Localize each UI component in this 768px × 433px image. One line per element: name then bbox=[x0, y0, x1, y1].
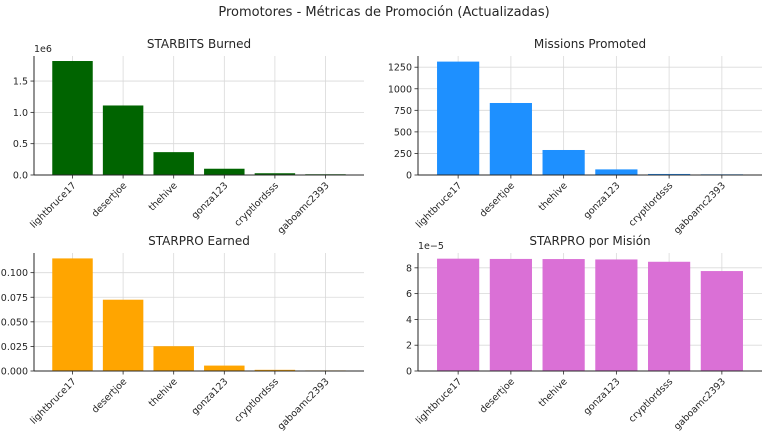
bar-gonza123 bbox=[595, 169, 638, 175]
x-tick-label: lightbruce17 bbox=[414, 180, 464, 230]
bar-desertjoe bbox=[102, 299, 144, 371]
chart-title: STARPRO por Misión bbox=[529, 234, 650, 248]
y-tick-label: 4 bbox=[406, 315, 412, 326]
y-tick-label: 0.100 bbox=[1, 268, 28, 279]
bar-thehive bbox=[153, 346, 194, 371]
chart-title: Missions Promoted bbox=[534, 37, 646, 51]
y-tick-label: 0.075 bbox=[1, 293, 28, 304]
bar-thehive bbox=[542, 149, 585, 175]
x-tick-label: gaboamc2393 bbox=[672, 376, 728, 432]
x-tick-label: cryptlordsss bbox=[627, 376, 676, 425]
x-tick-label: desertjoe bbox=[478, 376, 517, 415]
y-tick-label: 0.025 bbox=[1, 342, 28, 353]
x-tick-label: gonza123 bbox=[582, 376, 623, 417]
x-tick-label: gaboamc2393 bbox=[276, 376, 332, 432]
y-tick-label: 1250 bbox=[388, 63, 412, 74]
y-tick-label: 0.0 bbox=[13, 171, 28, 182]
chart-title: STARBITS Burned bbox=[147, 37, 251, 51]
bar-thehive bbox=[153, 152, 194, 175]
x-tick-label: desertjoe bbox=[90, 180, 129, 219]
bar-cryptlordsss bbox=[254, 369, 296, 371]
bar-lightbruce17 bbox=[52, 258, 93, 371]
bar-lightbruce17 bbox=[52, 61, 93, 175]
bar-cryptlordsss bbox=[648, 173, 691, 175]
x-tick-label: thehive bbox=[147, 376, 180, 409]
x-tick-label: desertjoe bbox=[90, 376, 129, 415]
y-tick-label: 1.0 bbox=[13, 108, 28, 119]
chart-title: STARPRO Earned bbox=[148, 234, 250, 248]
bar-cryptlordsss bbox=[648, 261, 691, 371]
x-tick-label: lightbruce17 bbox=[28, 376, 78, 426]
chart-2: 0.000 0.025 0.050 0.075 0.100 lightbruce17 des… bbox=[1, 234, 364, 432]
y-tick-label: 500 bbox=[394, 127, 412, 138]
y-tick-label: 250 bbox=[394, 149, 412, 160]
y-tick-label: 1000 bbox=[388, 84, 412, 95]
figure-title: Promotores - Métricas de Promoción (Actu… bbox=[218, 5, 549, 20]
y-tick-label: 750 bbox=[394, 106, 412, 117]
bar-gonza123 bbox=[595, 259, 638, 371]
x-tick-label: desertjoe bbox=[478, 180, 517, 219]
bar-gaboamc2393 bbox=[700, 271, 743, 371]
bar-gonza123 bbox=[204, 365, 245, 371]
y-tick-label: 1.5 bbox=[13, 77, 28, 88]
bar-gonza123 bbox=[204, 168, 245, 175]
x-tick-label: cryptlordsss bbox=[233, 180, 282, 229]
x-tick-label: thehive bbox=[537, 180, 570, 213]
y-tick-label: 2 bbox=[406, 341, 412, 352]
y-tick-label: 0.000 bbox=[1, 367, 28, 378]
bar-thehive bbox=[542, 259, 585, 371]
axis-offset-label: 1e−5 bbox=[418, 241, 444, 252]
bar-desertjoe bbox=[489, 102, 532, 175]
y-tick-label: 6 bbox=[406, 289, 412, 300]
chart-1: 0 250 500 750 1000 1250 lightbruce17 desertjoe t… bbox=[388, 37, 762, 236]
bar-desertjoe bbox=[489, 258, 532, 371]
x-tick-label: gaboamc2393 bbox=[276, 180, 332, 236]
y-tick-label: 0.5 bbox=[13, 139, 28, 150]
y-tick-label: 0 bbox=[406, 367, 412, 378]
x-tick-label: gonza123 bbox=[582, 180, 623, 221]
bar-lightbruce17 bbox=[437, 258, 480, 371]
x-tick-label: lightbruce17 bbox=[28, 180, 78, 230]
bar-desertjoe bbox=[102, 105, 144, 175]
chart-0: 0.0 0.5 1.0 1.5 lightbruce17 desertjoe thehive… bbox=[13, 37, 364, 236]
y-tick-label: 8 bbox=[406, 263, 412, 274]
x-tick-label: cryptlordsss bbox=[627, 180, 676, 229]
x-tick-label: gonza123 bbox=[190, 180, 231, 221]
y-tick-label: 0 bbox=[406, 171, 412, 182]
x-tick-label: thehive bbox=[147, 180, 180, 213]
bar-lightbruce17 bbox=[437, 61, 480, 175]
x-tick-label: cryptlordsss bbox=[233, 376, 282, 425]
x-tick-label: thehive bbox=[537, 376, 570, 409]
x-tick-label: gaboamc2393 bbox=[672, 180, 728, 236]
charts-grid: 0.0 0.5 1.0 1.5 lightbruce17 desertjoe thehive… bbox=[1, 37, 762, 432]
axis-offset-label: 1e6 bbox=[34, 44, 52, 55]
chart-3: 0 2 4 6 8 lightbruce17 desertjoe thehive gonza12… bbox=[406, 234, 762, 432]
x-tick-label: lightbruce17 bbox=[414, 376, 464, 426]
y-tick-label: 0.050 bbox=[1, 317, 28, 328]
bar-cryptlordsss bbox=[254, 173, 296, 175]
x-tick-label: gonza123 bbox=[190, 376, 231, 417]
